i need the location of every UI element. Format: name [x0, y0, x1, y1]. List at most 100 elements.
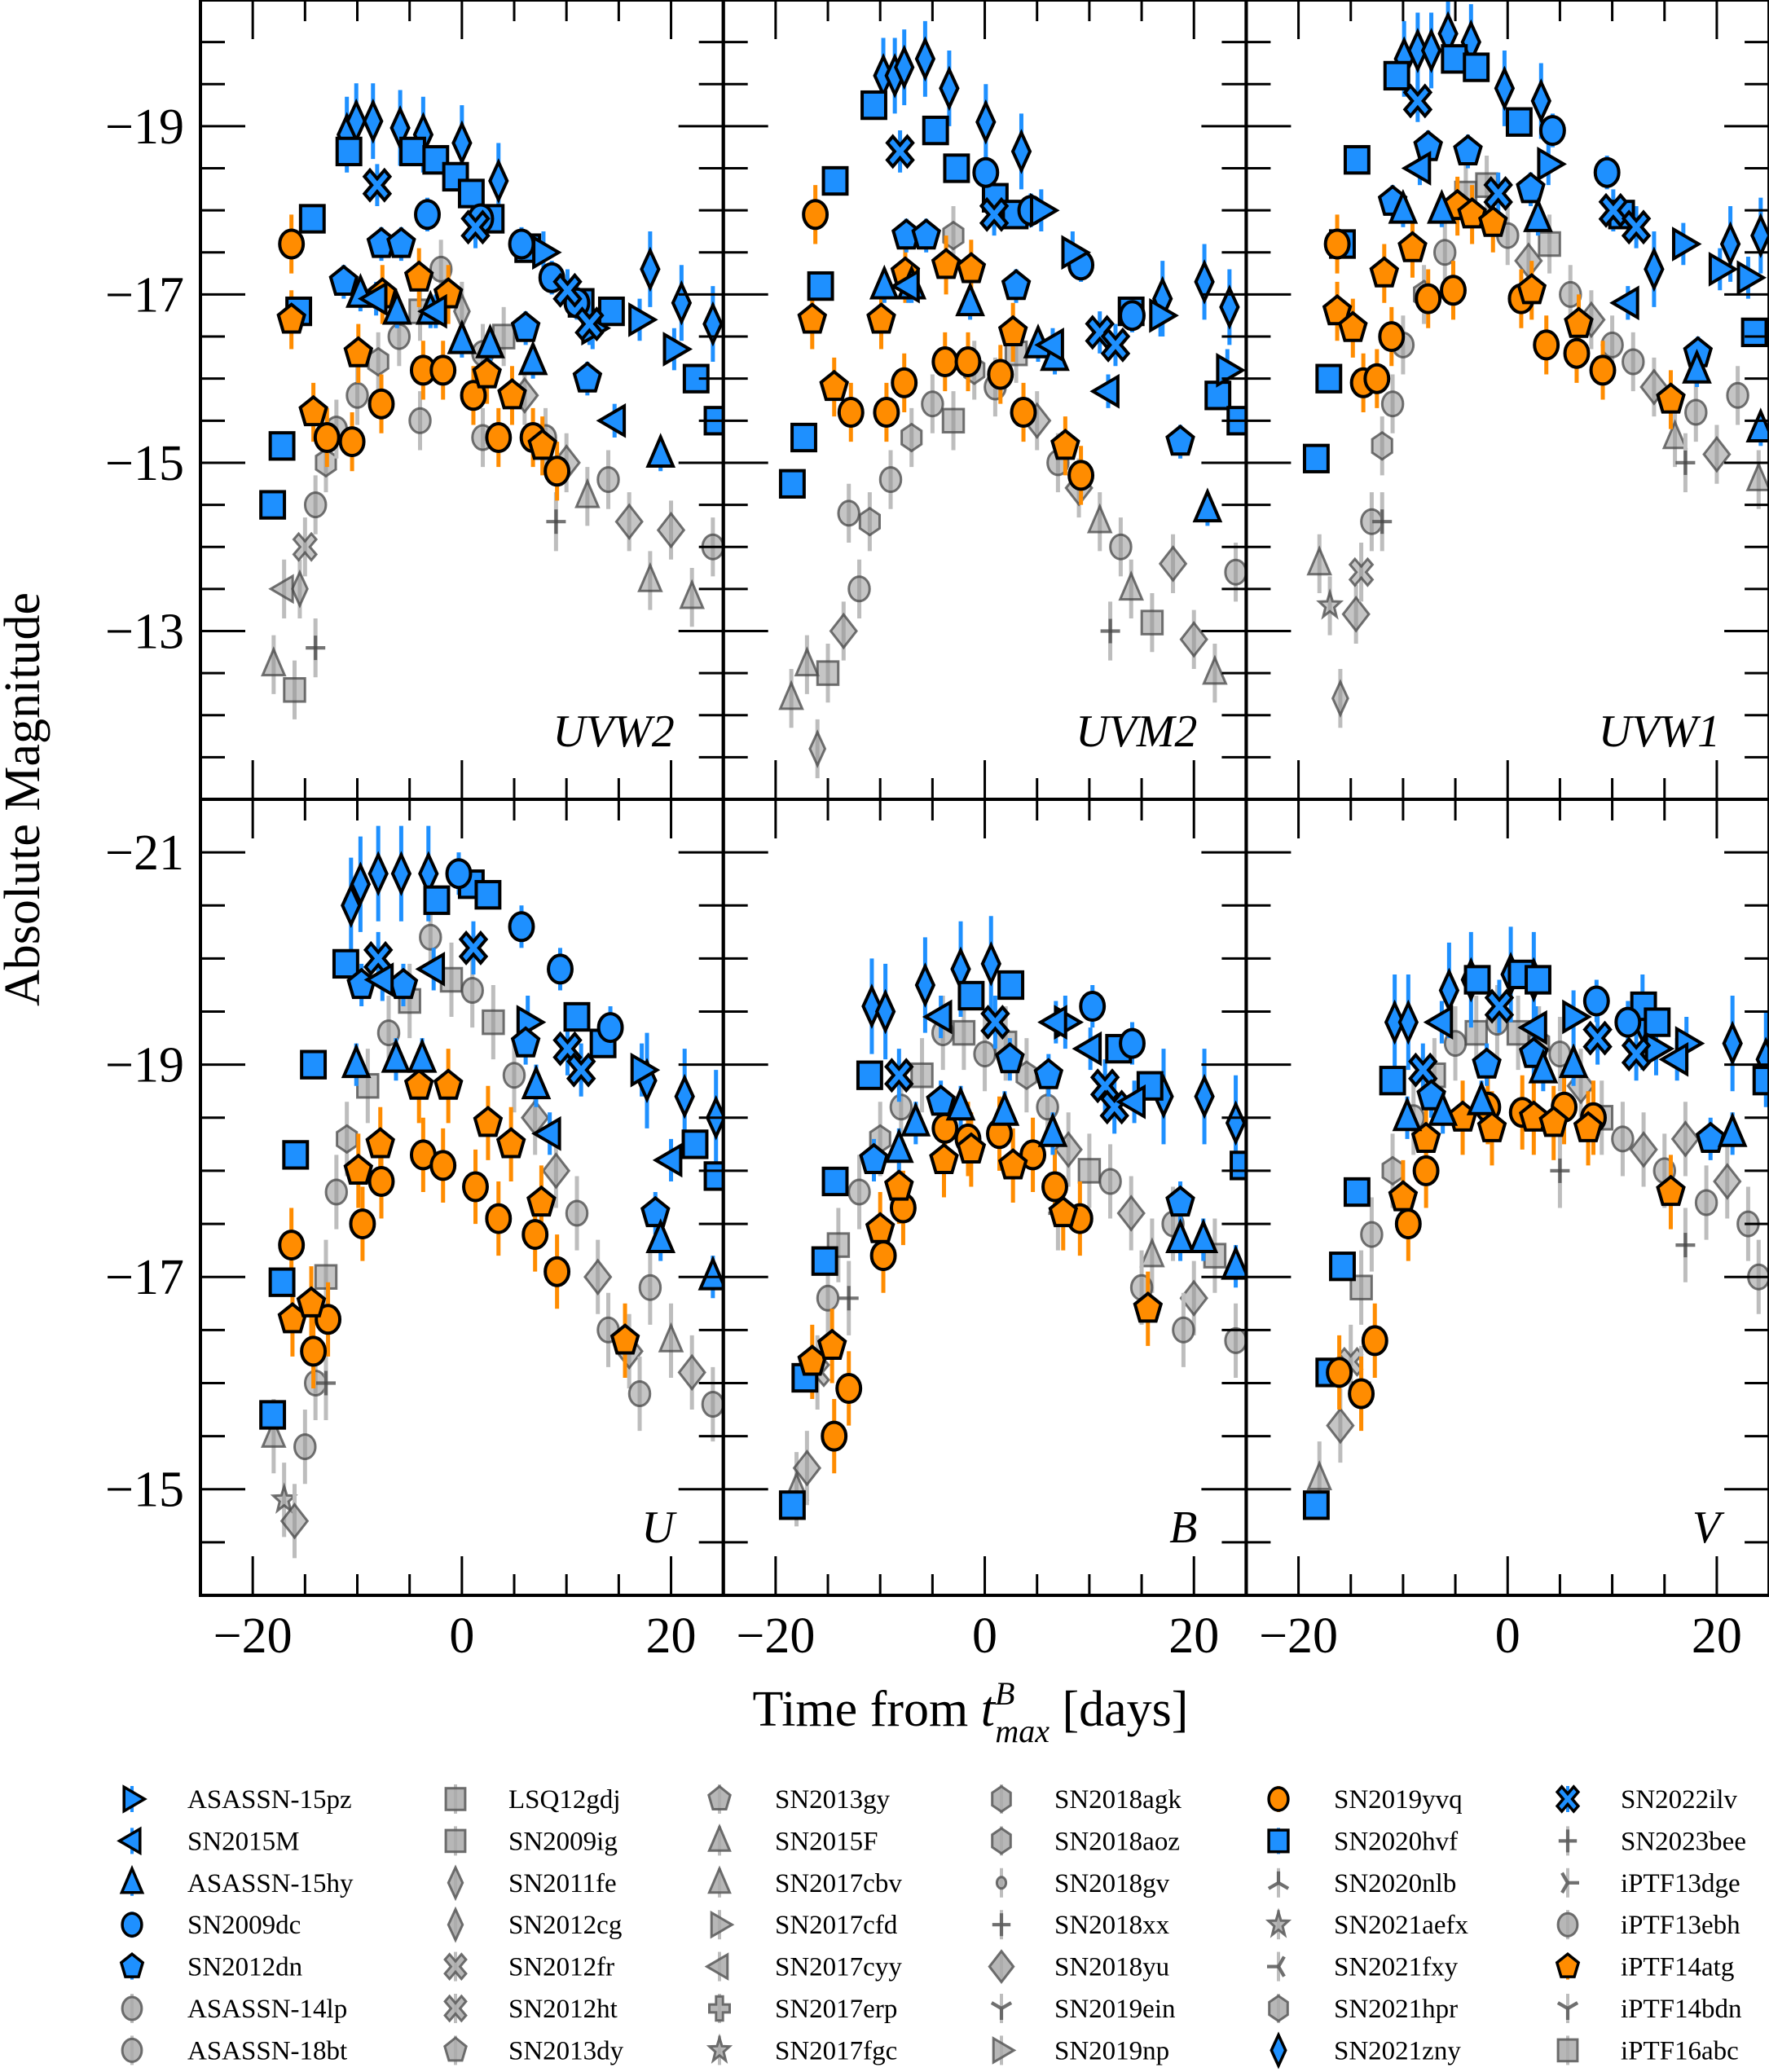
data-point-iptf14atg [1564, 306, 1594, 338]
comparison-point [838, 1286, 859, 1311]
legend-label: iPTF14bdn [1621, 1995, 1742, 2024]
data-point-asassn-15pz [1216, 353, 1246, 388]
data-point-iptf14atg [956, 252, 987, 284]
comparison-point [1713, 1163, 1742, 1200]
legend-item: SN2012ht [443, 1994, 618, 2024]
plot-area [259, 825, 724, 1559]
data-point-asassn-15hy [645, 1218, 676, 1253]
comparison-point [1702, 435, 1732, 473]
legend-item: iPTF14bdn [1556, 1994, 1742, 2024]
data-point-asassn-15hy [955, 281, 985, 317]
legend-item: SN2013gy [707, 1784, 891, 1815]
legend-item: SN2017cyy [704, 1951, 902, 1982]
data-point-sn2019yvq [1440, 275, 1467, 306]
data-point-sn2019yvq [873, 397, 900, 428]
comparison-point [1118, 570, 1144, 601]
data-point-asassn-15pz [1736, 260, 1767, 296]
legend-label: SN2012cg [508, 1911, 622, 1940]
legend-marker-icon [706, 2033, 733, 2064]
data-point-asassn-15hy [869, 264, 900, 300]
data-point-sn2020hvf [922, 115, 949, 146]
data-point-asassn-15hy [900, 1101, 931, 1137]
data-point-sn2015m [357, 281, 388, 316]
comparison-point [1684, 398, 1708, 426]
legend-item: SN2013dy [443, 2035, 624, 2065]
data-point-sn2019yvq [1394, 1208, 1422, 1240]
data-point-sn2015m [1034, 328, 1064, 363]
data-point-sn2021zny [1722, 1020, 1743, 1067]
legend-label: SN2018yu [1054, 1953, 1169, 1982]
y-tick-label: −15 [105, 436, 184, 491]
data-point-sn2009dc [1119, 300, 1146, 332]
data-point-asassn-15hy [341, 1043, 372, 1079]
data-point-sn2009dc [508, 911, 535, 943]
data-point-sn2021zny [390, 851, 412, 897]
legend-item: SN2012cg [447, 1906, 622, 1943]
comparison-point [900, 422, 923, 453]
data-point-sn2022ilv [574, 306, 605, 342]
legend-marker-icon [444, 1787, 467, 1811]
data-point-sn2020hvf [856, 1060, 883, 1090]
data-point-iptf14atg [1050, 429, 1080, 460]
legend-label: iPTF13dge [1621, 1869, 1740, 1898]
data-point-iptf14atg [365, 1127, 395, 1159]
data-point-iptf14atg [997, 1148, 1028, 1180]
comparison-point [460, 977, 484, 1004]
comparison-point [596, 466, 620, 494]
legend-marker-icon [1555, 1784, 1581, 1814]
data-point-sn2020hvf [1230, 1150, 1247, 1181]
data-point-sn2012dn [510, 1026, 541, 1058]
data-point-iptf14atg [797, 302, 828, 334]
data-point-asassn-15pz [1030, 192, 1060, 228]
data-point-sn2021zny [894, 44, 915, 90]
legend-marker-icon [1265, 1907, 1292, 1938]
legend-marker-icon [991, 1827, 1012, 1855]
legend-item: SN2019yvq [1267, 1785, 1463, 1815]
data-point-sn2022ilv [979, 196, 1010, 232]
legend-label: SN2017cfd [775, 1911, 898, 1940]
data-point-sn2022ilv [1598, 192, 1629, 228]
legend-item: SN2023bee [1558, 1826, 1746, 1856]
legend-label: iPTF16abc [1621, 2036, 1739, 2065]
legend-label: iPTF14atg [1621, 1953, 1734, 1982]
legend-marker-icon [122, 1784, 147, 1814]
data-point-sn2020hvf [997, 970, 1025, 1001]
data-point-sn2009dc [508, 228, 535, 260]
data-point-sn2022ilv [565, 1052, 596, 1088]
data-point-sn2020hvf [778, 469, 806, 499]
data-point-sn2021zny [488, 158, 509, 204]
comparison-point [1600, 331, 1624, 359]
data-point-iptf14atg [865, 1212, 896, 1243]
data-point-sn2021zny [350, 861, 372, 908]
data-point-iptf14atg [819, 369, 849, 402]
legend-marker-icon [707, 1823, 732, 1852]
legend-item: iPTF16abc [1556, 2035, 1739, 2065]
legend-item: SN2021hpr [1268, 1994, 1458, 2024]
data-point-sn2020hvf [282, 1140, 310, 1170]
comparison-point [1464, 1019, 1488, 1046]
legend-marker-icon [1556, 1911, 1579, 1938]
comparison-point [847, 1178, 871, 1206]
data-point-asassn-15pz [630, 1052, 661, 1088]
data-point-asassn-15hy [945, 1085, 976, 1121]
y-tick-label: −19 [105, 1038, 184, 1093]
legend-marker-icon [1268, 1994, 1289, 2023]
data-point-sn2021zny [1644, 246, 1665, 293]
data-point-sn2019yvq [429, 354, 457, 386]
data-point-sn2015m [531, 1115, 561, 1151]
comparison-point [1202, 654, 1228, 685]
x-axis-title-prefix: Time from [753, 1682, 981, 1737]
legend-item: SN2009dc [121, 1911, 301, 1940]
data-point-asassn-15pz [1562, 999, 1592, 1035]
data-point-asassn-15hy [989, 1090, 1020, 1126]
data-point-sn2020hvf [399, 136, 426, 167]
data-point-sn2012dn [926, 1084, 956, 1116]
data-point-sn2021zny [702, 301, 724, 347]
data-point-sn2019yvq [954, 346, 982, 377]
comparison-point [345, 381, 369, 409]
data-point-sn2009dc [1593, 156, 1621, 188]
legend-item: SN2015F [707, 1823, 878, 1856]
comparison-point [1372, 509, 1393, 534]
data-point-sn2021zny [367, 851, 389, 897]
comparison-point [408, 407, 432, 434]
